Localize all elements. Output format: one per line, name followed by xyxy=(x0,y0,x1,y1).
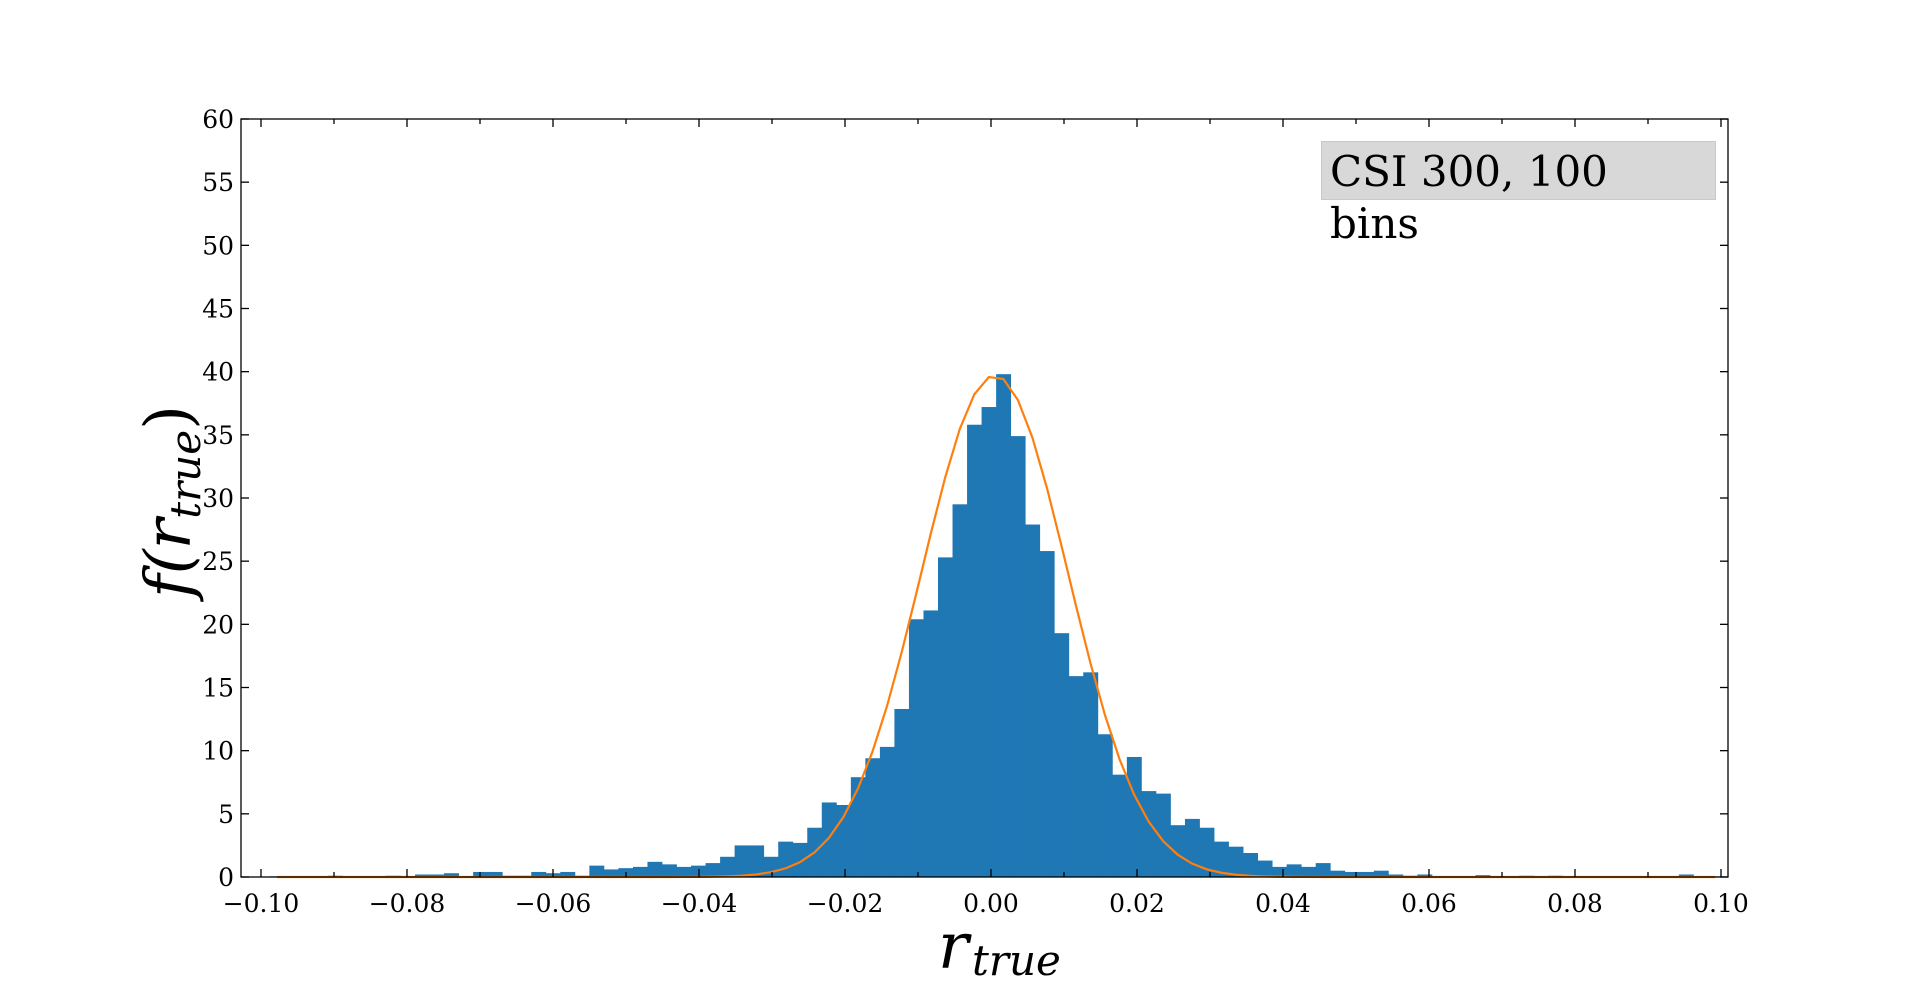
y-tick-label: 15 xyxy=(202,674,234,703)
histogram-bar xyxy=(1126,756,1142,877)
y-tick-label: 50 xyxy=(202,231,234,260)
histogram-bar xyxy=(1039,551,1055,877)
histogram-bar xyxy=(967,424,982,877)
histogram-bar xyxy=(894,708,910,877)
chart-annotation-box: CSI 300, 100 bins xyxy=(1321,141,1716,248)
histogram-bar xyxy=(1344,871,1360,877)
histogram-bar xyxy=(415,874,430,877)
x-axis-title-sub: true xyxy=(972,936,1061,985)
histogram-bar xyxy=(1170,825,1186,877)
histogram-bar xyxy=(981,407,997,877)
histogram-bar xyxy=(1097,734,1113,877)
x-tick-label: −0.08 xyxy=(369,889,446,918)
y-tick-label: 35 xyxy=(202,421,234,450)
histogram-bar xyxy=(1359,871,1375,877)
histogram-bar xyxy=(1112,774,1128,877)
y-tick-label: 25 xyxy=(202,547,234,576)
histogram-bar xyxy=(676,866,692,877)
histogram-bar xyxy=(749,845,765,877)
histogram-bar xyxy=(879,746,895,877)
histogram-bar xyxy=(487,871,503,877)
histogram-bar xyxy=(865,758,881,877)
histogram-bar xyxy=(1010,436,1026,877)
histogram-bars xyxy=(269,374,1723,877)
y-tick-label: 20 xyxy=(202,610,234,639)
histogram-bar xyxy=(734,845,750,877)
histogram-bar xyxy=(1228,846,1244,877)
x-tick-label: 0.08 xyxy=(1547,889,1603,918)
histogram-bar xyxy=(632,866,648,877)
x-tick-label: 0.00 xyxy=(963,889,1019,918)
histogram-bar xyxy=(1243,853,1258,877)
histogram-bar xyxy=(952,504,968,877)
x-tick-label: 0.06 xyxy=(1401,889,1457,918)
x-tick-label: 0.10 xyxy=(1693,889,1749,918)
y-axis-ticks: 0 5 10 15 20 25 30 35 40 45 50 55 60 xyxy=(202,105,1728,892)
histogram-bar xyxy=(1199,827,1215,877)
histogram-bar xyxy=(1678,874,1694,877)
histogram-bar xyxy=(821,802,837,877)
y-tick-label: 60 xyxy=(202,105,234,134)
histogram-bar xyxy=(661,864,677,877)
x-axis-title-main: r xyxy=(938,910,972,984)
histogram-bar xyxy=(1272,866,1288,877)
histogram-bar xyxy=(444,873,460,877)
histogram-bar xyxy=(1286,864,1302,877)
histogram-bar xyxy=(778,841,794,877)
y-tick-label: 5 xyxy=(218,800,234,829)
y-tick-label: 30 xyxy=(202,484,234,513)
histogram-bar xyxy=(1315,863,1331,877)
histogram-bar xyxy=(603,869,619,877)
x-tick-label: −0.06 xyxy=(515,889,592,918)
histogram-bar xyxy=(429,874,445,877)
histogram-bar xyxy=(938,557,953,877)
histogram-bar xyxy=(1417,874,1433,877)
histogram-bar xyxy=(1054,633,1070,877)
histogram-bar xyxy=(923,610,939,877)
histogram-bar xyxy=(1373,870,1389,877)
histogram-bar xyxy=(1330,870,1346,877)
histogram-bar xyxy=(996,374,1012,877)
histogram-bar xyxy=(908,619,924,877)
histogram-bar xyxy=(560,871,576,877)
histogram-bar xyxy=(1388,874,1404,877)
x-tick-label: 0.04 xyxy=(1255,889,1311,918)
x-tick-label: −0.10 xyxy=(223,889,300,918)
x-tick-label: 0.02 xyxy=(1109,889,1165,918)
histogram-bar xyxy=(1083,672,1099,877)
y-tick-label: 40 xyxy=(202,358,234,387)
x-axis-ticks: −0.10 −0.08 −0.06 −0.04 −0.02 0.00 0.02 0.04 0.0… xyxy=(223,119,1749,918)
y-tick-label: 0 xyxy=(218,863,234,892)
y-axis-title: f(rtrue) xyxy=(132,405,210,602)
histogram-bar xyxy=(531,871,547,877)
histogram-bar xyxy=(1257,860,1273,877)
histogram-bar xyxy=(1214,841,1229,877)
histogram-bar xyxy=(1068,676,1084,877)
histogram-bar xyxy=(1025,524,1041,877)
histogram-bar xyxy=(1155,793,1171,877)
histogram-bar xyxy=(1184,818,1200,877)
histogram-bar xyxy=(720,856,736,877)
histogram-bar xyxy=(850,777,866,877)
histogram-bar xyxy=(647,861,663,877)
y-tick-label: 45 xyxy=(202,295,234,324)
histogram-bar xyxy=(792,842,808,877)
annotation-text: CSI 300, 100 bins xyxy=(1330,147,1608,248)
histogram-bar xyxy=(705,863,721,877)
histogram-bar xyxy=(1141,791,1157,877)
histogram-bar xyxy=(1301,866,1317,877)
x-axis-title: r true xyxy=(938,910,1061,985)
histogram-bar xyxy=(589,865,605,877)
y-tick-label: 10 xyxy=(202,737,234,766)
y-axis-title: f(rtrue) xyxy=(132,405,210,602)
y-tick-label: 55 xyxy=(202,168,234,197)
x-tick-label: −0.02 xyxy=(807,889,884,918)
x-tick-label: −0.04 xyxy=(661,889,738,918)
